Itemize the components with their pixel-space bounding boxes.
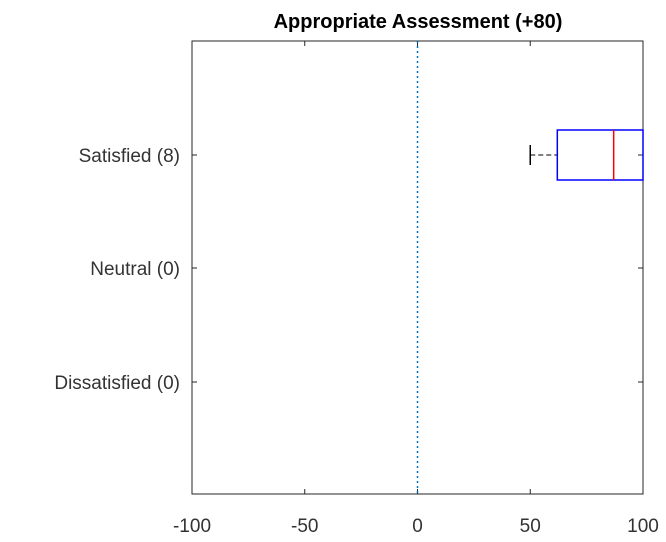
chart-title: Appropriate Assessment (+80) xyxy=(274,11,563,33)
y-tick-label: Neutral (0) xyxy=(90,259,180,280)
x-tick-label: -100 xyxy=(173,516,211,537)
x-tick-label: 50 xyxy=(520,516,541,537)
plot-area: -100 -50 0 50 100 Satisfied (8) Neutral (0) Dis… xyxy=(54,40,659,537)
box xyxy=(556,129,644,181)
y-tick-label: Satisfied (8) xyxy=(79,146,180,167)
y-tick-label: Dissatisfied (0) xyxy=(54,373,180,394)
x-tick-label: 100 xyxy=(627,516,659,537)
x-tick-label: -50 xyxy=(291,516,318,537)
x-tick-label: 0 xyxy=(412,516,423,537)
